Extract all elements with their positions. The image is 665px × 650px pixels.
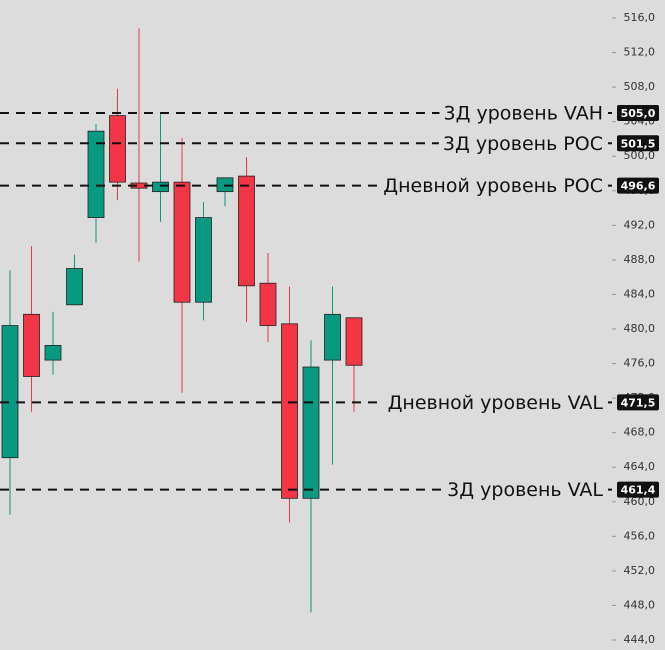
level-badge-label: 496,6 (621, 180, 656, 193)
y-tick-label: 444,0 (624, 633, 656, 646)
candle-body (87, 130, 105, 218)
y-tick-label: 516,0 (624, 11, 656, 24)
level-badge-label: 501,5 (621, 137, 656, 150)
level-label-bg (439, 102, 607, 125)
y-tick-label: 488,0 (624, 253, 656, 266)
candle-body (259, 282, 277, 326)
y-tick-label: 468,0 (624, 426, 656, 439)
level-label: 3Д уровень VAH (443, 103, 603, 125)
level-badge (617, 135, 659, 152)
y-tick-label: 476,0 (624, 357, 656, 370)
y-tick-label: 448,0 (624, 598, 656, 611)
candle-body (238, 175, 255, 287)
y-tick-label: 456,0 (624, 529, 656, 542)
level-label-bg (438, 132, 607, 155)
level-badge-label: 505,0 (621, 107, 656, 120)
level-badge (617, 105, 659, 122)
candle-body (324, 313, 341, 361)
y-tick-label: 480,0 (624, 322, 656, 335)
y-tick-label: 452,0 (624, 564, 656, 577)
candle-body (173, 181, 191, 303)
level-label: 3Д уровень POC (443, 133, 603, 155)
level-label-bg (379, 174, 607, 197)
candle-body (302, 366, 320, 499)
candle-body (44, 345, 62, 361)
level-badge (617, 394, 659, 411)
y-tick-label: 460,0 (624, 495, 656, 508)
level-badge (617, 481, 659, 498)
y-tick-label: 500,0 (624, 149, 656, 162)
candle-body (281, 323, 298, 499)
y-tick-label: 464,0 (624, 460, 656, 473)
candle-body (345, 317, 363, 366)
level-label: 3Д уровень VAL (447, 479, 603, 501)
level-label-bg (383, 391, 608, 414)
candle-body (66, 268, 83, 306)
level-label: Дневной уровень VAL (388, 392, 604, 414)
y-tick-label: 484,0 (624, 287, 656, 300)
candle-body (195, 217, 212, 303)
candle-body (152, 181, 169, 193)
candle-body (109, 115, 126, 183)
y-tick-label: 512,0 (624, 46, 656, 59)
y-tick-label: 508,0 (624, 80, 656, 93)
candle-body (1, 325, 19, 459)
level-badge-label: 461,4 (621, 484, 656, 497)
level-label: Дневной уровень POC (383, 175, 603, 197)
candle-body (23, 313, 40, 377)
level-badge (617, 177, 659, 194)
y-tick-label: 492,0 (624, 218, 656, 231)
level-badge-label: 471,5 (621, 396, 656, 409)
level-label-bg (443, 478, 608, 501)
